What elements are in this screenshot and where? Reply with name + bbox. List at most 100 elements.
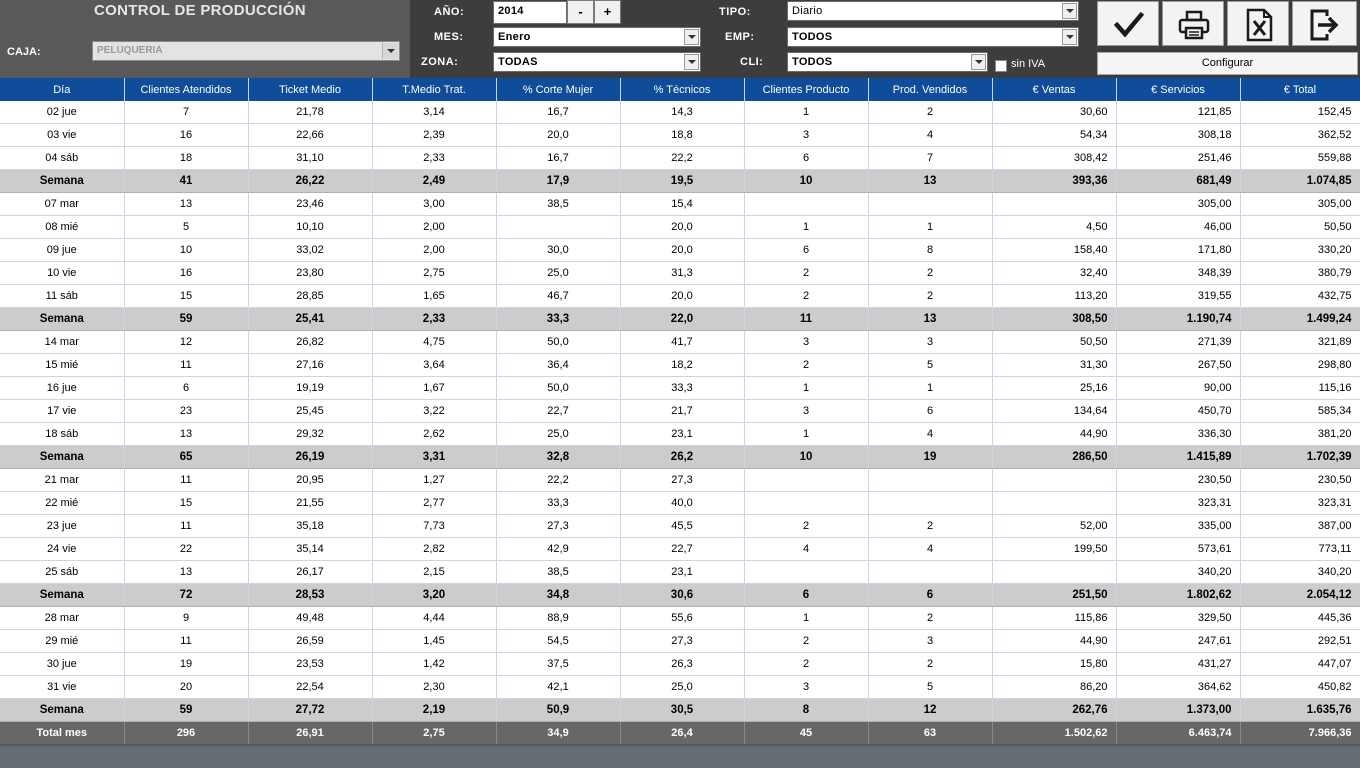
table-cell: 38,5 [496, 560, 621, 584]
table-cell: 230,50 [1240, 468, 1360, 492]
table-cell: Semana [0, 583, 125, 607]
cli-label: CLI: [740, 56, 764, 68]
tipo-select[interactable]: Diario [787, 1, 1079, 21]
exit-button[interactable] [1292, 1, 1357, 46]
export-excel-button[interactable] [1227, 1, 1289, 46]
column-header[interactable]: Clientes Atendidos [124, 78, 249, 101]
table-row[interactable]: 22 mié 15 21,55 2,77 33,3 40,0 323,31 323,31 [0, 491, 1360, 515]
table-cell: 23,80 [248, 261, 373, 285]
table-cell: 450,70 [1116, 399, 1241, 423]
accept-button[interactable] [1097, 1, 1159, 46]
cli-select[interactable]: TODOS [787, 52, 988, 72]
table-cell: 21,7 [620, 399, 745, 423]
chevron-down-icon[interactable] [1062, 3, 1077, 19]
table-row[interactable]: 02 jue 7 21,78 3,14 16,7 14,3 1 2 30,60 121,85 152… [0, 101, 1360, 124]
table-row[interactable]: 09 jue 10 33,02 2,00 30,0 20,0 6 8 158,40 171,80 3… [0, 238, 1360, 262]
configurar-button[interactable]: Configurar [1097, 52, 1358, 75]
chevron-down-icon[interactable] [971, 54, 986, 70]
table-row[interactable]: 30 jue 19 23,53 1,42 37,5 26,3 2 2 15,80 431,27 44… [0, 652, 1360, 676]
chevron-down-icon[interactable] [382, 43, 398, 59]
table-cell: 2 [744, 652, 869, 676]
column-header[interactable]: Día [0, 78, 125, 101]
column-header[interactable]: % Técnicos [620, 78, 745, 101]
table-cell: 115,16 [1240, 376, 1360, 400]
left-header-panel: CONTROL DE PRODUCCIÓN CAJA: PELUQUERIA [0, 0, 410, 78]
table-row[interactable]: 17 vie 23 25,45 3,22 22,7 21,7 3 6 134,64 450,70 5… [0, 399, 1360, 423]
table-cell: 2,30 [372, 675, 497, 699]
table-cell [744, 468, 869, 492]
caja-select[interactable]: PELUQUERIA [92, 41, 400, 61]
table-cell: 2,15 [372, 560, 497, 584]
table-row[interactable]: 25 sáb 13 26,17 2,15 38,5 23,1 340,20 340,20 [0, 560, 1360, 584]
table-row[interactable]: 28 mar 9 49,48 4,44 88,9 55,6 1 2 115,86 329,50 44… [0, 606, 1360, 630]
table-cell: 04 sáb [0, 146, 125, 170]
table-cell: 2 [868, 261, 993, 285]
table-cell: 25,45 [248, 399, 373, 423]
table-cell: 22,0 [620, 307, 745, 331]
table-cell: 20,95 [248, 468, 373, 492]
table-cell: 4 [868, 422, 993, 446]
table-cell: 1.373,00 [1116, 698, 1241, 722]
column-header[interactable]: Clientes Producto [744, 78, 869, 101]
table-row[interactable]: 23 jue 11 35,18 7,73 27,3 45,5 2 2 52,00 335,00 38… [0, 514, 1360, 538]
table-cell: 7.966,36 [1240, 721, 1360, 744]
table-row[interactable]: 07 mar 13 23,46 3,00 38,5 15,4 305,00 305,00 [0, 192, 1360, 216]
table-row[interactable]: 04 sáb 18 31,10 2,33 16,7 22,2 6 7 308,42 251,46 5… [0, 146, 1360, 170]
table-row[interactable]: 08 mié 5 10,10 2,00 20,0 1 1 4,50 46,00 50,50 [0, 215, 1360, 239]
table-cell: 27,3 [620, 629, 745, 653]
table-cell: 3 [744, 330, 869, 354]
anio-decrement-button[interactable]: - [567, 0, 594, 24]
column-header[interactable]: € Servicios [1116, 78, 1241, 101]
table-cell: 1.802,62 [1116, 583, 1241, 607]
table-cell: 2 [744, 629, 869, 653]
table-cell: 2,75 [372, 261, 497, 285]
table-row[interactable]: 29 mié 11 26,59 1,45 54,5 27,3 2 3 44,90 247,61 29… [0, 629, 1360, 653]
table-row[interactable]: 21 mar 11 20,95 1,27 22,2 27,3 230,50 230,50 [0, 468, 1360, 492]
table-cell: 46,7 [496, 284, 621, 308]
sin-iva-checkbox[interactable] [995, 60, 1007, 72]
table-row[interactable]: 18 sáb 13 29,32 2,62 25,0 23,1 1 4 44,90 336,30 38… [0, 422, 1360, 446]
table-row[interactable]: 03 vie 16 22,66 2,39 20,0 18,8 3 4 54,34 308,18 36… [0, 123, 1360, 147]
week-summary-row[interactable]: Semana 41 26,22 2,49 17,9 19,5 10 13 393,36 681,4… [0, 169, 1360, 193]
table-cell: 22 [124, 537, 249, 561]
mes-select[interactable]: Enero [493, 27, 701, 47]
table-row[interactable]: 31 vie 20 22,54 2,30 42,1 25,0 3 5 86,20 364,62 45… [0, 675, 1360, 699]
week-summary-row[interactable]: Semana 65 26,19 3,31 32,8 26,2 10 19 286,50 1.415… [0, 445, 1360, 469]
table-row[interactable]: 10 vie 16 23,80 2,75 25,0 31,3 2 2 32,40 348,39 38… [0, 261, 1360, 285]
caja-label: CAJA: [7, 46, 41, 58]
column-header[interactable]: € Ventas [992, 78, 1117, 101]
chevron-down-icon[interactable] [1062, 29, 1077, 45]
table-cell: 38,5 [496, 192, 621, 216]
table-row[interactable]: 14 mar 12 26,82 4,75 50,0 41,7 3 3 50,50 271,39 32… [0, 330, 1360, 354]
table-row[interactable]: 15 mié 11 27,16 3,64 36,4 18,2 2 5 31,30 267,50 29… [0, 353, 1360, 377]
column-header[interactable]: T.Medio Trat. [372, 78, 497, 101]
table-cell: 381,20 [1240, 422, 1360, 446]
table-cell: 10 [744, 169, 869, 193]
chevron-down-icon[interactable] [684, 29, 699, 45]
table-cell: 3 [744, 399, 869, 423]
emp-select[interactable]: TODOS [787, 27, 1079, 47]
table-cell: Semana [0, 307, 125, 331]
column-header[interactable]: Ticket Medio [248, 78, 373, 101]
table-row[interactable]: 16 jue 6 19,19 1,67 50,0 33,3 1 1 25,16 90,00 115,… [0, 376, 1360, 400]
week-summary-row[interactable]: Semana 72 28,53 3,20 34,8 30,6 6 6 251,50 1.802,6… [0, 583, 1360, 607]
table-row[interactable]: 24 vie 22 35,14 2,82 42,9 22,7 4 4 199,50 573,61 7… [0, 537, 1360, 561]
table-cell: 14,3 [620, 101, 745, 124]
chevron-down-icon[interactable] [684, 54, 699, 70]
table-cell: 3,64 [372, 353, 497, 377]
table-cell: 22,54 [248, 675, 373, 699]
table-row[interactable]: 11 sáb 15 28,85 1,65 46,7 20,0 2 2 113,20 319,55 4… [0, 284, 1360, 308]
column-header[interactable]: Prod. Vendidos [868, 78, 993, 101]
print-button[interactable] [1162, 1, 1224, 46]
anio-input[interactable]: 2014 [493, 1, 567, 24]
table-cell: 23,1 [620, 560, 745, 584]
zona-select[interactable]: TODAS [493, 52, 701, 72]
anio-increment-button[interactable]: + [594, 0, 621, 24]
week-summary-row[interactable]: Semana 59 27,72 2,19 50,9 30,5 8 12 262,76 1.373,… [0, 698, 1360, 722]
column-header[interactable]: % Corte Mujer [496, 78, 621, 101]
column-header[interactable]: € Total [1240, 78, 1360, 101]
table-cell: 41,7 [620, 330, 745, 354]
table-cell: 7 [868, 146, 993, 170]
table-cell: 86,20 [992, 675, 1117, 699]
week-summary-row[interactable]: Semana 59 25,41 2,33 33,3 22,0 11 13 308,50 1.190… [0, 307, 1360, 331]
